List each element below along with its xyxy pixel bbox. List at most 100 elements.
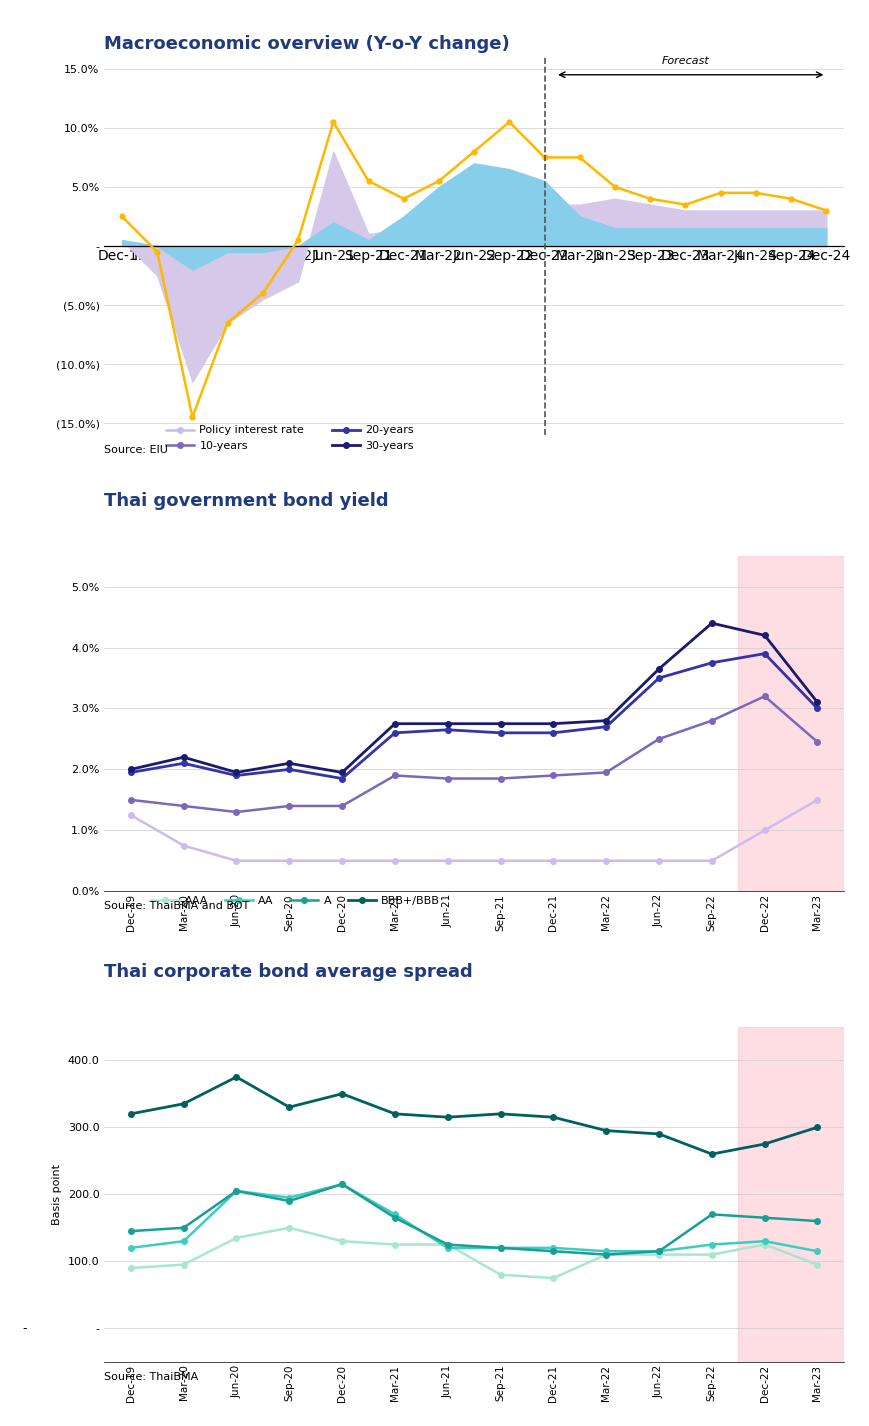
BBB+/BBB [231,1068,242,1085]
BBB+/BBB [178,1095,189,1112]
AA [494,1239,505,1256]
Line: 10-years: 10-years [128,693,819,814]
Line: BBB+/BBB: BBB+/BBB [128,1074,819,1156]
20-years [389,724,400,742]
30-years [231,764,242,781]
10-years [706,712,716,729]
Policy interest rate [706,853,716,870]
Policy interest rate [336,853,347,870]
20-years [336,770,347,787]
A [336,1175,347,1192]
A [600,1246,611,1263]
A [231,1182,242,1199]
Policy interest rate [812,791,822,809]
BBB+/BBB [600,1122,611,1139]
BBB+/BBB [336,1085,347,1102]
BBB+/BBB [759,1135,769,1152]
30-years [125,761,136,779]
30-years [812,694,822,712]
A [494,1239,505,1256]
A [706,1206,716,1224]
BBB+/BBB [494,1105,505,1122]
BBB+/BBB [706,1145,716,1162]
Policy interest rate [653,853,664,870]
30-years [283,754,294,771]
AA [283,1189,294,1206]
Text: Thai corporate bond average spread: Thai corporate bond average spread [104,963,473,981]
Policy interest rate [600,853,611,870]
20-years [494,724,505,742]
10-years [759,687,769,704]
30-years [178,749,189,766]
Policy interest rate [442,853,453,870]
A [653,1242,664,1259]
AAA [283,1219,294,1236]
10-years [442,770,453,787]
20-years [706,655,716,672]
10-years [389,767,400,784]
20-years [600,719,611,736]
Text: Source: ThaiBMA: Source: ThaiBMA [104,1372,198,1382]
AAA [812,1256,822,1273]
AA [706,1236,716,1253]
AA [759,1232,769,1249]
AAA [600,1246,611,1263]
AA [442,1239,453,1256]
Text: Macroeconomic overview (Y-o-Y change): Macroeconomic overview (Y-o-Y change) [104,34,509,53]
AA [547,1239,558,1256]
10-years [336,797,347,814]
A [759,1209,769,1226]
Legend: AAA, AA, A, BBB+/BBB: AAA, AA, A, BBB+/BBB [147,891,444,910]
30-years [600,712,611,729]
Legend: Nominal GDP, Real GDP, CPI: Nominal GDP, Real GDP, CPI [292,645,581,663]
BBB+/BBB [442,1108,453,1125]
30-years [494,714,505,733]
Text: Forecast: Forecast [660,57,708,67]
30-years [653,660,664,677]
Bar [738,556,843,891]
20-years [178,754,189,771]
30-years [389,714,400,733]
30-years [759,627,769,645]
AA [336,1175,347,1192]
AA [231,1182,242,1199]
20-years [125,764,136,781]
BBB+/BBB [812,1118,822,1135]
AAA [389,1236,400,1253]
Line: AA: AA [128,1182,819,1253]
10-years [547,767,558,784]
10-years [178,797,189,814]
20-years [759,645,769,662]
30-years [547,714,558,733]
AA [653,1242,664,1259]
10-years [812,733,822,750]
Line: Policy interest rate: Policy interest rate [128,797,819,864]
A [547,1242,558,1259]
30-years [336,764,347,781]
AA [178,1232,189,1249]
AAA [759,1236,769,1253]
Line: A: A [128,1182,819,1258]
AA [812,1242,822,1259]
Line: AAA: AAA [128,1225,819,1281]
10-years [231,803,242,820]
AA [125,1239,136,1256]
BBB+/BBB [125,1105,136,1122]
Bar [738,1027,843,1362]
AAA [178,1256,189,1273]
Policy interest rate [125,807,136,824]
Line: 20-years: 20-years [128,650,819,781]
Line: 30-years: 30-years [128,620,819,776]
A [812,1212,822,1229]
Text: Source: EIU: Source: EIU [104,445,168,455]
30-years [442,714,453,733]
Policy interest rate [389,853,400,870]
10-years [653,730,664,747]
AA [600,1242,611,1259]
A [178,1219,189,1236]
20-years [283,761,294,779]
BBB+/BBB [283,1098,294,1115]
10-years [125,791,136,809]
Legend: Policy interest rate, 10-years, 20-years, 30-years: Policy interest rate, 10-years, 20-years… [162,421,418,455]
A [283,1192,294,1209]
